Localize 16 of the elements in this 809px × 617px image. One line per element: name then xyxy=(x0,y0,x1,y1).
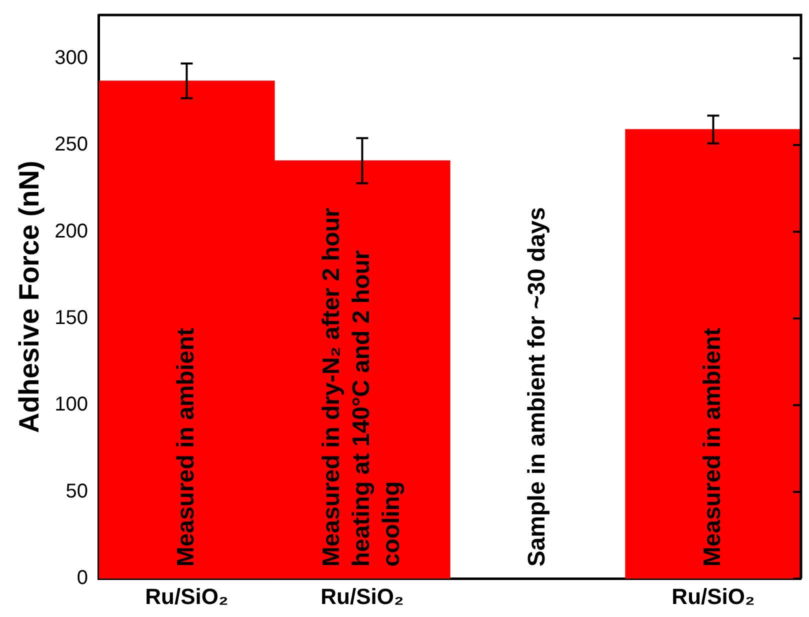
bar xyxy=(625,129,801,579)
y-tick-label: 300 xyxy=(54,46,88,69)
y-tick-label: 100 xyxy=(54,394,88,416)
y-axis-title: Adhesive Force (nN) xyxy=(14,160,45,433)
y-tick-label: 150 xyxy=(54,306,88,329)
y-tick-label: 200 xyxy=(54,220,88,242)
x-tick-label: Ru/SiO₂ xyxy=(145,584,228,609)
annotation: Measured in ambient xyxy=(172,328,200,567)
y-tick-label: 250 xyxy=(54,134,88,156)
annotation: Sample in ambient for ~30 days xyxy=(523,207,550,567)
y-tick-label: 0 xyxy=(76,567,88,590)
x-tick-label: Ru/SiO₂ xyxy=(320,584,404,609)
annotation: Measured in ambient xyxy=(698,328,726,567)
x-tick-label: Ru/SiO₂ xyxy=(672,584,755,609)
y-tick-label: 50 xyxy=(66,480,88,502)
annotation: Measured in dry-N₂ after 2 hour heating at 140°C and 2 hour cooling xyxy=(318,208,405,567)
